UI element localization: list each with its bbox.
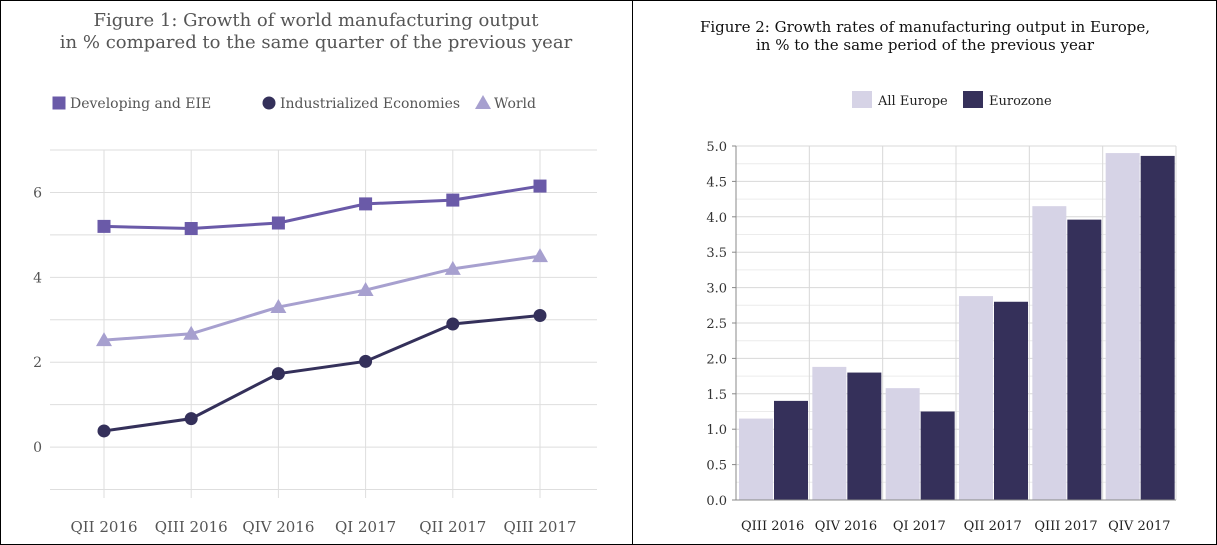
y-tick-label: 2 bbox=[33, 355, 42, 371]
x-tick-label: QI 2017 bbox=[893, 519, 946, 534]
series-line bbox=[103, 184, 541, 231]
figure-2-y-axis: 0.0 0.5 1.0 1.5 2.0 2.5 3.0 3.5 4.0 4.5 5.0 bbox=[706, 140, 737, 509]
figure-1-y-axis: 0 2 4 6 bbox=[33, 185, 42, 456]
x-tick-label: QI 2017 bbox=[335, 518, 396, 536]
y-tick-label: 0.5 bbox=[706, 459, 727, 474]
x-tick-label: QIII 2016 bbox=[155, 518, 228, 536]
bar bbox=[1105, 153, 1140, 500]
series-industrialized-economies bbox=[97, 309, 547, 438]
bar bbox=[847, 372, 882, 500]
figure-2-bars bbox=[739, 153, 1175, 501]
y-tick-label: 0.0 bbox=[706, 494, 727, 509]
bar bbox=[1067, 219, 1102, 500]
figure-2-title-line-2: in % to the same period of the previous … bbox=[756, 36, 1094, 55]
data-point bbox=[359, 354, 373, 368]
x-tick-label: QIV 2016 bbox=[815, 519, 877, 534]
figure-1-panel: Figure 1: Growth of world manufacturing … bbox=[0, 10, 632, 536]
x-tick-label: QII 2017 bbox=[419, 518, 486, 536]
x-tick-label: QII 2016 bbox=[70, 518, 137, 536]
figure-1-title-line-2: in % compared to the same quarter of the… bbox=[59, 31, 573, 53]
legend-item: Eurozone bbox=[963, 91, 1052, 109]
bar bbox=[994, 301, 1028, 500]
x-tick-label: QIV 2016 bbox=[242, 518, 314, 536]
legend-item: All Europe bbox=[852, 91, 948, 109]
figure-1-x-axis: QII 2016 QIII 2016 QIV 2016 QI 2017 QII 2017… bbox=[70, 518, 576, 536]
data-point bbox=[444, 260, 461, 275]
figure-1-grid bbox=[50, 149, 597, 498]
legend-item: Developing and EIE bbox=[52, 96, 211, 112]
data-point bbox=[96, 332, 112, 347]
series-world bbox=[96, 248, 548, 347]
legend-marker bbox=[475, 95, 491, 109]
y-tick-label: 6 bbox=[33, 185, 42, 201]
y-tick-label: 2.0 bbox=[706, 352, 727, 367]
legend-item: Industrialized Economies bbox=[262, 96, 460, 112]
data-point bbox=[97, 219, 111, 233]
data-point bbox=[184, 222, 198, 236]
data-point bbox=[270, 299, 287, 314]
bar bbox=[959, 296, 993, 500]
bar bbox=[920, 411, 955, 500]
figure-1-title-line-1: Figure 1: Growth of world manufacturing … bbox=[93, 10, 539, 31]
legend-label: World bbox=[494, 96, 536, 112]
data-point bbox=[271, 367, 285, 381]
y-tick-label: 4.0 bbox=[706, 211, 727, 226]
x-tick-label: QIII 2017 bbox=[503, 518, 576, 536]
y-tick-label: 5.0 bbox=[706, 140, 727, 155]
y-tick-label: 0 bbox=[33, 440, 42, 456]
legend-label: Developing and EIE bbox=[70, 96, 211, 112]
data-point bbox=[184, 412, 198, 426]
series-line bbox=[103, 254, 541, 342]
figure-2-bar-chart: 0.0 0.5 1.0 1.5 2.0 2.5 3.0 3.5 4.0 4.5 5.0 QIII 20… bbox=[706, 91, 1177, 534]
figure-2-panel: Figure 2: Growth rates of manufacturing … bbox=[633, 0, 1217, 544]
legend-label: Eurozone bbox=[989, 94, 1052, 109]
bar bbox=[812, 366, 847, 500]
bar bbox=[774, 400, 808, 500]
x-tick-label: QIV 2017 bbox=[1108, 519, 1170, 534]
y-tick-label: 3.0 bbox=[706, 282, 727, 297]
data-point bbox=[183, 325, 200, 340]
figure-2-title: Figure 2: Growth rates of manufacturing … bbox=[633, 18, 1217, 55]
legend-marker bbox=[52, 96, 66, 110]
data-point bbox=[357, 282, 374, 297]
figure-1-title: Figure 1: Growth of world manufacturing … bbox=[0, 10, 632, 54]
x-tick-label: QII 2017 bbox=[964, 519, 1022, 534]
y-tick-label: 2.5 bbox=[706, 317, 727, 332]
bar bbox=[739, 418, 773, 500]
figure-2-title-line-1: Figure 2: Growth rates of manufacturing … bbox=[699, 18, 1151, 36]
y-tick-label: 1.0 bbox=[706, 423, 727, 438]
data-point bbox=[446, 193, 460, 207]
y-tick-label: 4 bbox=[33, 270, 42, 286]
data-point bbox=[271, 216, 285, 230]
y-tick-label: 3.5 bbox=[706, 246, 727, 261]
data-point bbox=[533, 179, 547, 193]
figure-2-legend: All Europe Eurozone bbox=[852, 91, 1052, 109]
data-point bbox=[359, 197, 373, 211]
panel-divider bbox=[632, 0, 633, 544]
x-tick-label: QIII 2016 bbox=[741, 519, 804, 534]
legend-label: All Europe bbox=[877, 94, 948, 109]
legend-marker bbox=[262, 96, 276, 110]
figure-2-x-axis: QIII 2016 QIV 2016 QI 2017 QII 2017 QIII 201… bbox=[736, 499, 1176, 534]
legend-item: World bbox=[475, 95, 536, 112]
series-line bbox=[103, 314, 541, 433]
legend-label: Industrialized Economies bbox=[280, 96, 460, 112]
x-tick-label: QIII 2017 bbox=[1034, 519, 1097, 534]
bar bbox=[1032, 206, 1067, 500]
bar bbox=[1140, 155, 1175, 501]
legend-swatch bbox=[963, 91, 983, 108]
y-tick-label: 4.5 bbox=[706, 175, 727, 190]
bar bbox=[885, 388, 920, 500]
figure-1-legend: Developing and EIE Industrialized Economi… bbox=[52, 95, 536, 112]
y-tick-label: 1.5 bbox=[706, 388, 727, 403]
series-developing-and-eie bbox=[97, 179, 547, 236]
legend-swatch bbox=[852, 91, 872, 108]
data-point bbox=[446, 317, 460, 331]
data-point bbox=[97, 424, 111, 438]
data-point bbox=[532, 248, 548, 263]
data-point bbox=[533, 309, 547, 323]
